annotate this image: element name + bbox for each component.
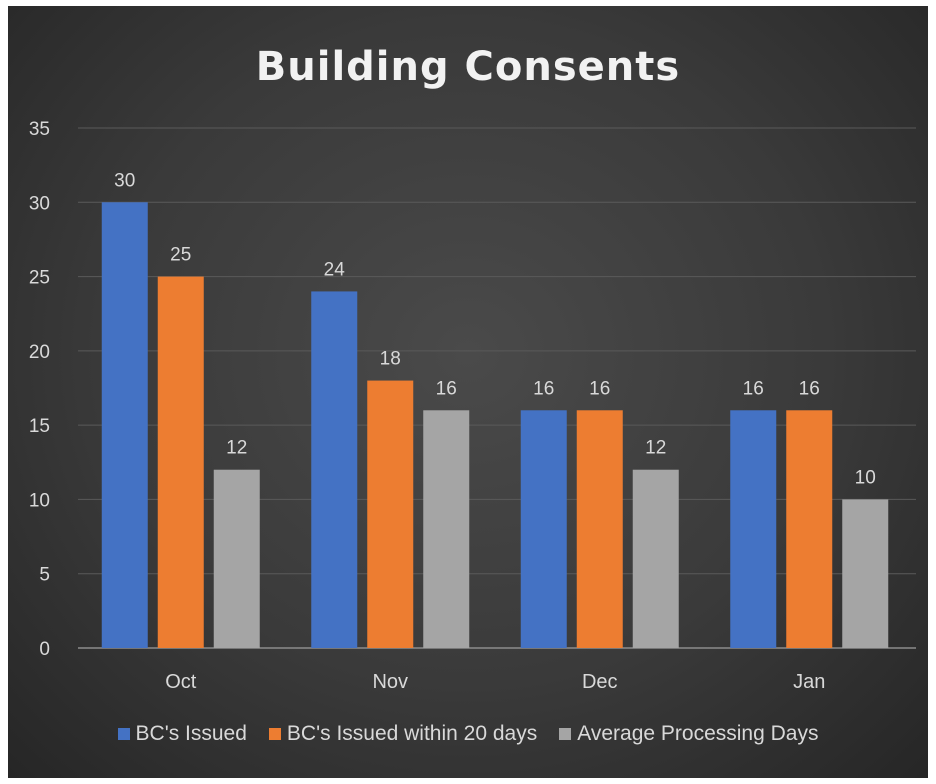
category-label: Oct [165, 671, 197, 693]
legend-swatch [117, 728, 130, 740]
bar [157, 276, 204, 648]
data-label: 24 [324, 259, 346, 280]
bar [311, 291, 358, 648]
y-tick-label: 20 [29, 342, 50, 363]
y-tick-label: 15 [29, 416, 50, 437]
y-tick-label: 10 [29, 490, 50, 511]
legend-label: BC's Issued within 20 days [286, 722, 538, 745]
data-label: 18 [380, 349, 401, 370]
y-tick-label: 35 [29, 119, 50, 140]
bar [842, 499, 889, 648]
legend-label: Average Processing Days [577, 722, 819, 745]
data-label: 16 [743, 378, 764, 399]
data-label: 30 [114, 170, 135, 191]
legend: BC's Issued BC's Issued within 20 days Ave… [0, 722, 936, 746]
data-label: 16 [589, 378, 610, 399]
legend-item: Average Processing Days [559, 722, 818, 746]
bar [786, 410, 833, 648]
data-label: 25 [170, 245, 191, 266]
category-label: Jan [793, 671, 825, 693]
bar [213, 469, 260, 648]
bar [101, 202, 148, 649]
category-label: Nov [372, 671, 408, 693]
bar [730, 410, 777, 648]
bar [367, 380, 414, 648]
data-label: 16 [436, 378, 457, 399]
data-label: 10 [855, 467, 876, 488]
legend-label: BC's Issued [135, 722, 247, 745]
bar [632, 469, 679, 648]
category-label: Dec [582, 671, 618, 693]
legend-item: BC's Issued [117, 722, 247, 746]
bar [576, 410, 623, 648]
data-label: 12 [645, 438, 666, 459]
data-label: 12 [226, 438, 247, 459]
y-tick-label: 0 [39, 639, 50, 660]
chart-title: Building Consents [255, 44, 681, 90]
y-tick-label: 30 [29, 193, 50, 214]
bar [520, 410, 567, 648]
legend-item: BC's Issued within 20 days [268, 722, 538, 746]
data-label: 16 [799, 378, 820, 399]
bar [423, 410, 470, 648]
data-label: 16 [533, 378, 554, 399]
y-tick-label: 5 [39, 565, 50, 586]
y-tick-label: 25 [29, 268, 50, 289]
legend-swatch [559, 728, 572, 740]
legend-swatch [268, 728, 281, 740]
